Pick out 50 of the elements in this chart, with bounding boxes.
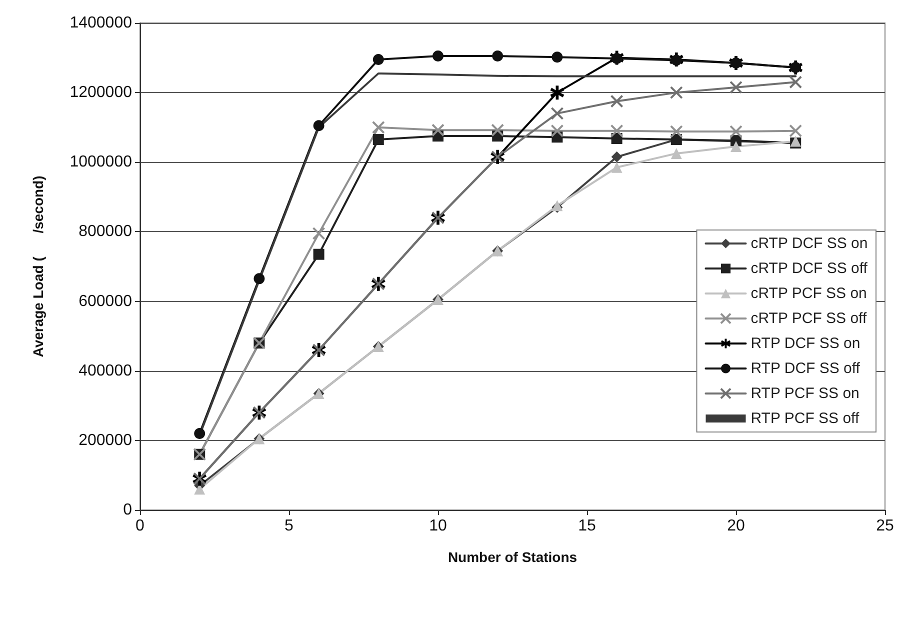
point xyxy=(610,94,624,108)
y-tick-label: 200000 xyxy=(78,432,132,449)
point xyxy=(492,50,504,62)
x-axis-title: Number of Stations xyxy=(448,549,578,565)
y-tick-label: 800000 xyxy=(78,223,132,240)
point xyxy=(372,134,384,146)
point xyxy=(730,125,742,138)
point xyxy=(372,120,385,134)
y-tick-label: 1400000 xyxy=(70,14,132,32)
point xyxy=(254,273,265,284)
point xyxy=(550,124,564,138)
y-axis-title: Average Load ( /second) xyxy=(30,176,46,358)
legend-label: RTP DCF SS off xyxy=(750,360,861,377)
y-tick-label: 1000000 xyxy=(70,154,132,171)
legend-label: RTP PCF SS on xyxy=(750,385,860,402)
point xyxy=(550,86,564,100)
point xyxy=(552,52,563,63)
y-tick-label: 0 xyxy=(123,502,132,518)
point xyxy=(611,162,622,173)
point xyxy=(194,428,206,439)
point xyxy=(432,50,444,62)
x-tick-label: 25 xyxy=(876,518,894,534)
point xyxy=(491,124,504,137)
x-tick-label: 20 xyxy=(727,518,745,534)
x-tick-label: 10 xyxy=(429,518,447,534)
legend-label: cRTP PCF SS off xyxy=(750,310,868,327)
point xyxy=(730,140,742,152)
x-tick-label: 5 xyxy=(284,518,294,534)
legend-label: RTP DCF SS on xyxy=(750,335,860,352)
point xyxy=(372,54,384,66)
y-tick-label: 1200000 xyxy=(70,84,132,102)
x-tick-label: 0 xyxy=(136,518,145,534)
legend-label: RTP PCF SS off xyxy=(750,410,860,427)
y-tick-label: 600000 xyxy=(78,292,132,310)
point xyxy=(312,226,326,240)
point xyxy=(550,106,564,120)
point xyxy=(313,248,324,260)
legend-label: cRTP DCF SS off xyxy=(750,260,868,277)
point xyxy=(670,125,683,138)
point xyxy=(313,120,324,132)
y-tick-label: 400000 xyxy=(78,362,132,380)
legend-label: cRTP PCF SS on xyxy=(750,285,867,302)
point xyxy=(730,80,742,94)
point xyxy=(611,151,622,162)
point xyxy=(610,124,624,138)
point xyxy=(432,124,444,137)
x-tick-label: 15 xyxy=(578,518,596,534)
point xyxy=(670,86,683,100)
legend-label: cRTP DCF SS on xyxy=(750,235,868,252)
point xyxy=(670,148,682,159)
